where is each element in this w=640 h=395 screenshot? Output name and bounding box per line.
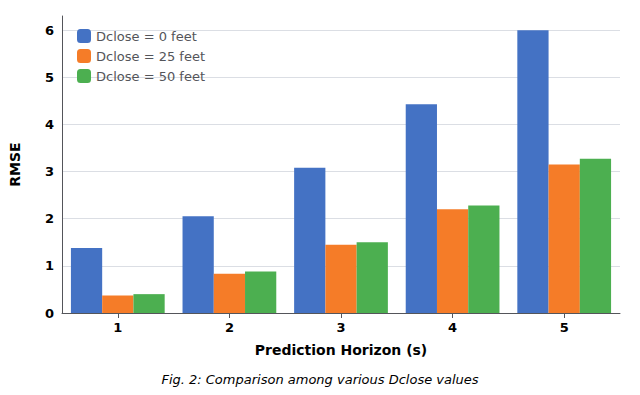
svg-text:1: 1 [113, 320, 122, 335]
svg-text:1: 1 [45, 258, 54, 273]
svg-text:5: 5 [560, 320, 569, 335]
svg-text:3: 3 [336, 320, 345, 335]
svg-text:3: 3 [45, 164, 54, 179]
svg-text:Dclose = 50 feet: Dclose = 50 feet [96, 69, 205, 84]
svg-text:Dclose = 0 feet: Dclose = 0 feet [96, 29, 197, 44]
svg-text:5: 5 [45, 70, 54, 85]
svg-text:4: 4 [45, 117, 54, 132]
svg-text:0: 0 [45, 306, 54, 321]
svg-text:2: 2 [225, 320, 234, 335]
svg-text:2: 2 [45, 211, 54, 226]
svg-text:4: 4 [448, 320, 457, 335]
svg-text:Prediction Horizon (s): Prediction Horizon (s) [255, 342, 428, 358]
svg-text:Dclose = 25 feet: Dclose = 25 feet [96, 49, 205, 64]
svg-text:RMSE: RMSE [7, 142, 23, 186]
svg-text:Fig. 2: Comparison among vario: Fig. 2: Comparison among various Dclose … [161, 372, 478, 387]
svg-text:6: 6 [45, 23, 54, 38]
